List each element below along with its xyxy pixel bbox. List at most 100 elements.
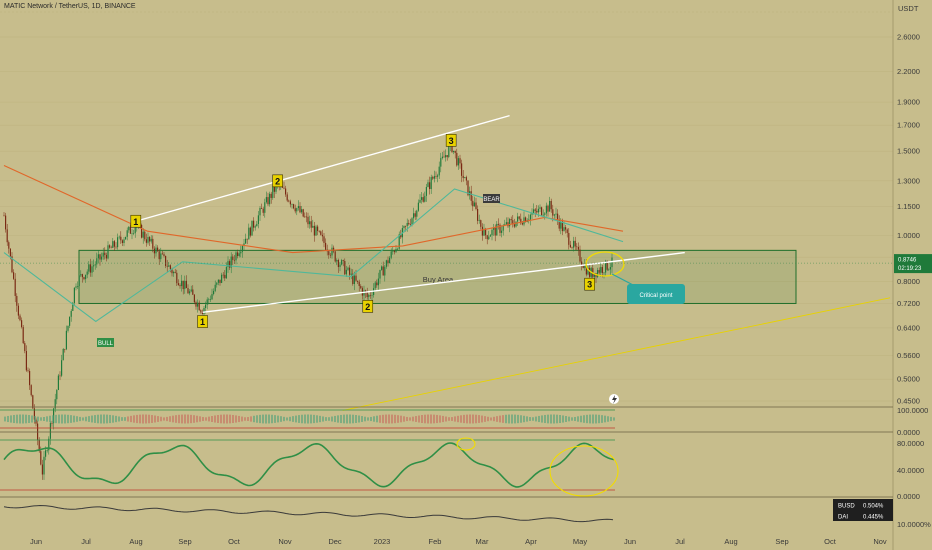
candle-body [413, 213, 415, 219]
osc1-bar [601, 415, 603, 423]
candle-body [542, 214, 544, 216]
osc1-bar [250, 416, 252, 422]
osc1-bar [547, 414, 549, 424]
osc1-bottom-label: 0.0000 [897, 428, 920, 437]
candle-body [381, 266, 383, 270]
candle-body [345, 269, 347, 275]
candle-body [67, 325, 69, 331]
candle-body [14, 278, 16, 296]
osc1-bar [31, 415, 33, 423]
candle-body [457, 158, 459, 166]
candle-body [379, 269, 381, 279]
osc1-bar [571, 417, 573, 421]
osc1-bar [484, 416, 486, 422]
candle-body [177, 283, 179, 286]
osc1-bar [589, 414, 591, 424]
wave-label-box [362, 300, 374, 313]
osc1-bar [13, 414, 15, 424]
candle-body [147, 236, 149, 243]
time-tick-label: Oct [228, 537, 241, 546]
osc1-bar [214, 415, 216, 423]
candle-body [587, 267, 589, 275]
candle-body [496, 223, 498, 236]
wave-label[interactable]: 2 [272, 174, 283, 188]
wave-label[interactable]: 1 [197, 315, 208, 328]
critical-point-callout[interactable]: Critical point [627, 284, 685, 304]
candle-body [609, 267, 611, 270]
candle-body [433, 176, 435, 179]
osc1-bar [4, 416, 6, 422]
candle-body [382, 266, 384, 276]
candle-body [417, 202, 419, 211]
candle-body [11, 256, 13, 273]
wave-label[interactable]: 2 [362, 300, 374, 313]
osc1-bar [436, 414, 438, 424]
candle-body [467, 180, 469, 196]
osc1-bar [556, 414, 558, 424]
osc1-bar [526, 416, 528, 422]
critical-point-circle[interactable] [585, 251, 625, 277]
trendline[interactable] [342, 297, 891, 411]
osc1-bar [229, 414, 231, 424]
trendline[interactable] [202, 251, 685, 313]
osc1-bar [157, 416, 159, 422]
candle-body [165, 255, 167, 266]
candle-body [313, 225, 315, 236]
candle-body [576, 246, 578, 248]
time-tick-label: Dec [328, 537, 342, 546]
candle-body [110, 247, 112, 249]
osc1-bar [175, 415, 177, 423]
candle-body [270, 193, 272, 198]
candle-body [352, 273, 354, 284]
candle-body [425, 186, 427, 196]
osc1-bar [70, 415, 72, 423]
candle-body [589, 267, 591, 277]
osc1-bar [493, 416, 495, 422]
candle-body [435, 176, 437, 177]
osc1-bar [550, 414, 552, 424]
candle-body [145, 239, 147, 243]
candle-body [560, 221, 562, 229]
candle-body [264, 202, 266, 213]
dom-bottom-label: 10.0000% [897, 520, 931, 529]
candle-body [129, 226, 131, 234]
osc1-bar [463, 414, 465, 424]
osc1-bar [172, 415, 174, 423]
price-tick-label: 0.5000 [897, 375, 920, 384]
osc1-bar [535, 416, 537, 422]
wave-label[interactable]: 3 [445, 134, 457, 147]
candle-body [222, 274, 224, 276]
candle-body [347, 267, 349, 270]
trendline[interactable] [135, 114, 510, 222]
osc1-bar [598, 414, 600, 424]
osc1-bar [238, 415, 240, 423]
osc1-bar [421, 415, 423, 423]
candle-body [169, 265, 171, 270]
osc1-bar [253, 415, 255, 423]
candle-body [427, 182, 429, 187]
lightning-icon[interactable] [609, 394, 619, 404]
candle-body [22, 327, 24, 344]
osc1-bar [352, 414, 354, 424]
price-tick-label: 1.3000 [897, 176, 920, 185]
osc1-bar [337, 415, 339, 423]
candle-body [46, 450, 48, 451]
candle-body [173, 271, 175, 274]
osc1-bar [271, 414, 273, 424]
candle-body [99, 254, 101, 260]
candle-body [325, 242, 327, 250]
candle-body [3, 215, 5, 217]
candle-body [85, 274, 87, 280]
osc1-bar [247, 417, 249, 421]
osc1-bar [52, 415, 54, 423]
candles [3, 138, 613, 480]
candle-body [64, 349, 66, 350]
wave-label[interactable]: 1 [130, 214, 142, 228]
osc1-bar [76, 416, 78, 422]
candle-body [205, 304, 207, 308]
osc1-bar [25, 414, 27, 424]
wave-label[interactable]: 3 [584, 277, 595, 291]
candle-body [488, 236, 490, 240]
